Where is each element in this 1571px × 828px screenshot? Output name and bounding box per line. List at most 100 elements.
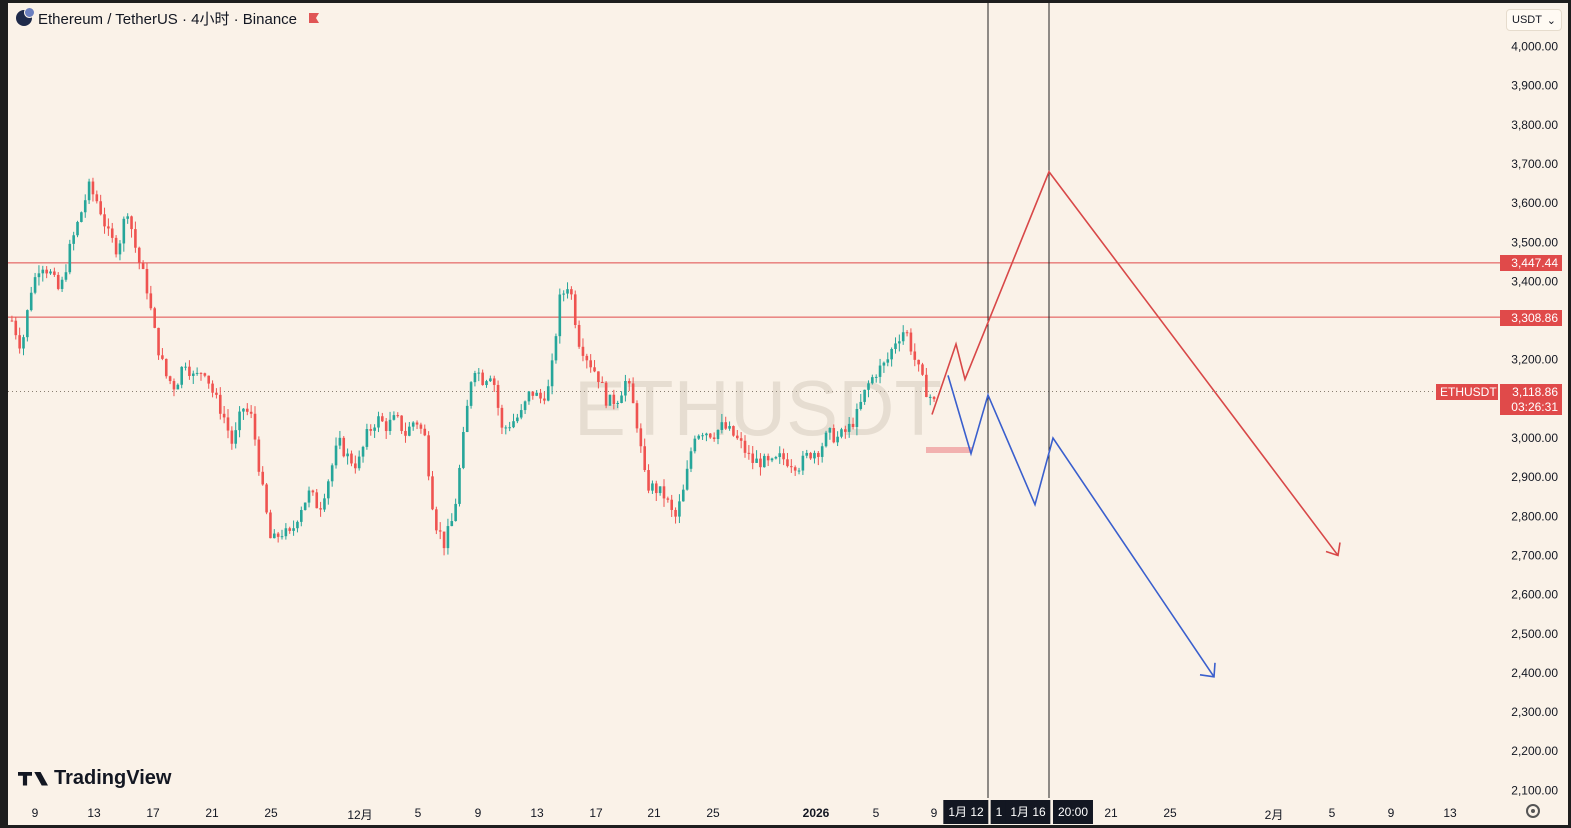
symbol-watermark: ETHUSDT (574, 364, 942, 452)
candle-body (658, 486, 662, 494)
candle-body (685, 468, 689, 490)
candle-body (681, 489, 685, 502)
price-axis-label: 4,000.00 (1511, 40, 1558, 54)
candle-body (157, 327, 160, 356)
time-axis-label: 9 (1387, 806, 1395, 820)
candle-body (851, 423, 855, 427)
time-axis[interactable]: 9 13 17 21 25 12月 5 9 13 17 21 25 2026 5 9 21 25 2月 5 9 13 1月… (8, 800, 1500, 825)
candle-body (450, 521, 454, 527)
candle-body (307, 490, 311, 503)
candle-body (361, 446, 365, 457)
candle-body (581, 346, 585, 356)
candle-body (211, 383, 214, 393)
candle-body (612, 394, 616, 405)
candle-body (562, 293, 565, 295)
candle-body (280, 536, 284, 538)
symbol-header[interactable]: Ethereum / TetherUS · 4小时 · Binance (16, 7, 319, 28)
candle-body (867, 383, 870, 390)
candle-body (319, 508, 322, 510)
candle-body (18, 335, 21, 349)
tradingview-brand[interactable]: TradingView (18, 767, 171, 790)
candle-body (99, 201, 102, 215)
candle-body (95, 194, 99, 202)
candle-body (141, 262, 145, 269)
candle-body (817, 452, 820, 457)
candle-body (465, 405, 469, 433)
candle-body (489, 378, 492, 382)
candle-body (639, 428, 643, 447)
candle-body (921, 364, 924, 375)
candle-body (735, 435, 739, 439)
candle-body (512, 421, 515, 428)
candle-body (276, 533, 280, 537)
candle-body (37, 273, 41, 278)
candle-body (53, 271, 56, 275)
time-axis-label: 17 (589, 806, 603, 820)
candle-body (272, 533, 276, 539)
blue-projection-path[interactable] (947, 375, 1215, 678)
price-axis-label: 3,900.00 (1511, 79, 1558, 93)
flag-icon[interactable] (309, 13, 319, 23)
candle-body (76, 221, 79, 236)
candle-body (666, 498, 670, 500)
candle-body (469, 382, 473, 406)
time-axis-label: 21 (647, 806, 661, 820)
candle-body (662, 486, 666, 499)
time-cursor-label: 1月 16 (1005, 800, 1051, 824)
candle-body (593, 367, 596, 372)
time-axis-label: 25 (264, 806, 278, 820)
time-axis-label: 13 (87, 806, 101, 820)
chart-panel: ETHUSDT 4,000.00 3,900.00 3,800.00 3,700.00… (8, 3, 1568, 825)
candle-body (91, 181, 95, 195)
candle-body (415, 422, 419, 425)
candle-body (616, 402, 619, 405)
candle-body (539, 392, 542, 399)
candle-body (122, 218, 126, 244)
candle-body (898, 341, 901, 344)
candle-body (195, 372, 199, 374)
candle-body (543, 398, 546, 401)
price-axis-label: 3,600.00 (1511, 196, 1558, 210)
candle-body (747, 452, 751, 454)
candle-body (149, 293, 153, 309)
candle-body (786, 459, 789, 467)
candle-body (265, 484, 268, 513)
candle-body (346, 453, 349, 457)
candle-body (419, 424, 423, 429)
candle-body (836, 436, 839, 443)
candle-body (492, 378, 496, 385)
candle-body (435, 509, 438, 531)
time-axis-label: 2月 (1264, 808, 1284, 822)
candle-body (311, 490, 315, 493)
tradingview-logo-icon (18, 770, 48, 788)
candle-body (778, 453, 782, 458)
candle-body (315, 492, 319, 509)
highlight-zone[interactable] (926, 447, 972, 453)
candle-body (249, 411, 253, 414)
candle-body (80, 212, 83, 222)
currency-select[interactable]: USDT ⌄ (1506, 9, 1562, 31)
candle-body (284, 528, 288, 537)
candle-body (334, 445, 338, 466)
candle-body (824, 432, 828, 447)
gear-icon[interactable] (1526, 804, 1540, 818)
price-axis-label: 2,200.00 (1511, 744, 1558, 758)
candle-body (813, 452, 816, 459)
candle-body (257, 439, 261, 472)
price-axis-label: 2,800.00 (1511, 509, 1558, 523)
red-projection-path[interactable] (931, 170, 1339, 556)
candle-body (10, 320, 14, 322)
candle-body (763, 455, 766, 468)
candle-body (674, 509, 677, 517)
symbol-title[interactable]: Ethereum / TetherUS · 4小时 · Binance (38, 10, 297, 28)
candle-body (840, 429, 843, 437)
candle-body (222, 413, 226, 418)
blue-arrow-head (1199, 662, 1216, 678)
candle-body (739, 438, 743, 441)
candle-body (770, 458, 774, 461)
candle-body (369, 429, 373, 431)
candle-body (137, 247, 141, 263)
candle-body (164, 358, 168, 377)
price-plot-area[interactable]: ETHUSDT 4,000.00 3,900.00 3,800.00 3,700.00… (8, 3, 1558, 798)
chart-canvas[interactable]: ETHUSDT 4,000.00 3,900.00 3,800.00 3,700.00… (8, 3, 1568, 825)
